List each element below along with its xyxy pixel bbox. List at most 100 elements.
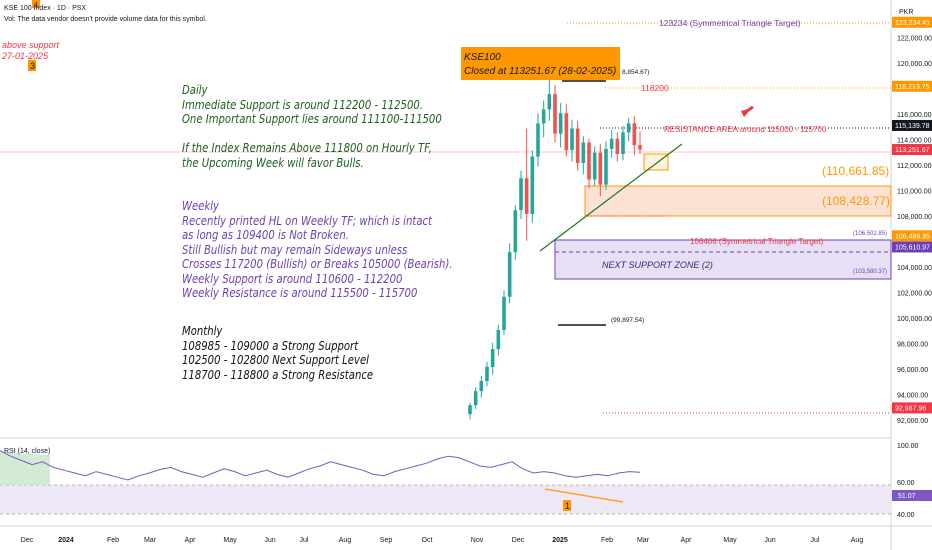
- price-tick: 92,000.00: [897, 418, 928, 425]
- rsi-band: [0, 485, 891, 514]
- marker-3-box: [28, 60, 36, 71]
- candle-body: [609, 138, 614, 149]
- candle-body: [564, 113, 569, 151]
- time-tick: May: [223, 537, 237, 544]
- price-axis: 122,000.00 120,000.00 116,000.00 114,000.00…: [897, 36, 932, 426]
- time-tick: Aug: [851, 537, 864, 544]
- price-tick: 100,000.00: [897, 316, 932, 323]
- time-tick: Feb: [107, 537, 119, 544]
- marker-1-box: [563, 500, 571, 511]
- price-badge-label: 118,213.75: [895, 84, 930, 91]
- monthly-note: Monthly 108985 - 109000 a Strong Support…: [182, 324, 374, 382]
- time-tick: Jul: [811, 537, 820, 544]
- weekly-note: Weekly Recently printed HL on Weekly TF;…: [182, 199, 453, 300]
- candle-body: [632, 123, 637, 146]
- candle-body: [604, 148, 608, 185]
- above-support-date: 27-01-2025: [1, 51, 49, 61]
- candle-body: [587, 142, 591, 180]
- price-tick: 120,000.00: [897, 61, 932, 68]
- candle-body: [575, 128, 580, 163]
- arrow-shaft: [744, 105, 754, 114]
- candle-body: [621, 132, 625, 155]
- range-bottom-label: (103,580.37): [853, 269, 887, 275]
- price-badge: [892, 241, 932, 253]
- candle-body: [513, 210, 518, 253]
- zone-orange-small: [643, 153, 669, 171]
- time-tick: Jun: [764, 537, 775, 544]
- price-badge: [892, 80, 932, 92]
- currency-label: PKR: [899, 9, 913, 16]
- rsi-fill: [0, 452, 50, 485]
- marker-4: 4: [34, 2, 38, 9]
- rsi-title: RSI (14, close): [4, 448, 50, 455]
- marker-1: 1: [565, 501, 570, 511]
- kse-box-title: KSE100: [464, 52, 501, 63]
- candle-body: [473, 391, 478, 406]
- price-badges: 123,234.41 118,213.75 115,139.78 113,251.67…: [892, 16, 932, 414]
- price-badge-label: 113,251.67: [895, 147, 930, 154]
- time-tick: Jun: [264, 537, 275, 544]
- price-badge: [892, 144, 932, 156]
- marker-4-box: [32, 0, 40, 8]
- time-tick: 2025: [552, 537, 568, 544]
- box1-value: (110,661.85): [822, 164, 889, 178]
- candle-body: [638, 145, 642, 150]
- time-tick: 2024: [58, 537, 74, 544]
- candle-body: [485, 366, 489, 381]
- box2-value: (108,428.77): [822, 194, 890, 208]
- price-tick: 102,000.00: [897, 291, 932, 298]
- header-vol: Vol: The data vendor doesn't provide vol…: [4, 16, 207, 23]
- time-tick: Sep: [380, 537, 393, 544]
- time-tick: May: [723, 537, 737, 544]
- time-tick: Mar: [637, 537, 650, 544]
- price-badge-label: 105,610.97: [895, 244, 930, 251]
- time-tick: Jul: [300, 537, 309, 544]
- next-support-label: NEXT SUPPORT ZONE (2): [602, 260, 713, 270]
- price-tick: 94,000.00: [897, 393, 928, 400]
- time-tick: Feb: [601, 537, 613, 544]
- candle-body: [581, 142, 586, 163]
- price-tick: 112,000.00: [897, 163, 932, 170]
- candle-body: [468, 405, 472, 415]
- price-badge: [892, 119, 932, 131]
- candle-body: [502, 296, 506, 330]
- zone-purple-box: [554, 239, 892, 280]
- low-label: (99,897.54): [611, 317, 644, 324]
- marker-3: 3: [30, 61, 35, 71]
- sym-target-upper-label: 123234 (Symmetrical Triangle Target): [659, 18, 801, 28]
- price-tick: 108,000.00: [897, 214, 932, 221]
- candle-body: [553, 94, 557, 134]
- price-badge: [892, 402, 932, 414]
- above-support-label: above support: [2, 40, 60, 50]
- rsi-trend: [544, 488, 624, 503]
- candle-body: [558, 113, 563, 134]
- candle-body: [541, 109, 546, 124]
- kse-box: [461, 47, 620, 80]
- candle-body: [536, 123, 540, 157]
- price-tick: 110,000.00: [897, 189, 932, 196]
- zone-orange-box: [584, 185, 892, 217]
- rsi-tick-60: 60.00: [897, 480, 915, 487]
- rsi-line: [0, 450, 641, 481]
- price-tick: 96,000.00: [897, 367, 928, 374]
- candles-group: [468, 78, 642, 420]
- time-tick: Apr: [681, 537, 693, 544]
- price-tick: 116,000.00: [897, 112, 932, 119]
- time-tick: Oct: [422, 537, 433, 544]
- price-badge-label: 115,139.78: [895, 123, 930, 130]
- price-tick: 104,000.00: [897, 265, 932, 272]
- price-tick: 114,000.00: [897, 138, 932, 145]
- candle-body: [530, 156, 535, 214]
- high-label: 8,854.67): [622, 69, 649, 76]
- resistance-label: RESISTANCE AREA around 115000 - 115700: [664, 125, 827, 134]
- candle-body: [490, 349, 495, 367]
- header-symbol: KSE 100 Index · 1D · PSX: [4, 5, 87, 12]
- candle-body: [507, 252, 512, 297]
- daily-note: Daily Immediate Support is around 112200…: [182, 83, 442, 170]
- trendline: [539, 143, 683, 252]
- candle-body: [496, 329, 501, 350]
- candle-body: [547, 94, 552, 110]
- candle-body: [570, 128, 574, 151]
- range-top-label: (106,502.85): [853, 231, 887, 237]
- rsi-current: 51.07: [898, 493, 916, 500]
